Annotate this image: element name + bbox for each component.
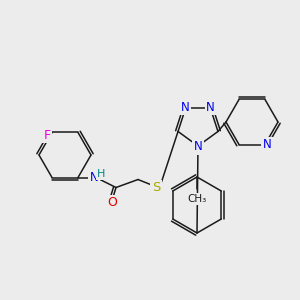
Text: N: N bbox=[181, 100, 190, 113]
Text: S: S bbox=[152, 181, 160, 194]
Text: O: O bbox=[107, 196, 117, 209]
Text: N: N bbox=[90, 171, 98, 184]
Text: N: N bbox=[194, 140, 202, 154]
Text: N: N bbox=[206, 100, 215, 113]
Text: H: H bbox=[97, 169, 105, 178]
Text: CH₃: CH₃ bbox=[188, 194, 207, 204]
Text: N: N bbox=[262, 138, 272, 151]
Text: F: F bbox=[44, 129, 51, 142]
